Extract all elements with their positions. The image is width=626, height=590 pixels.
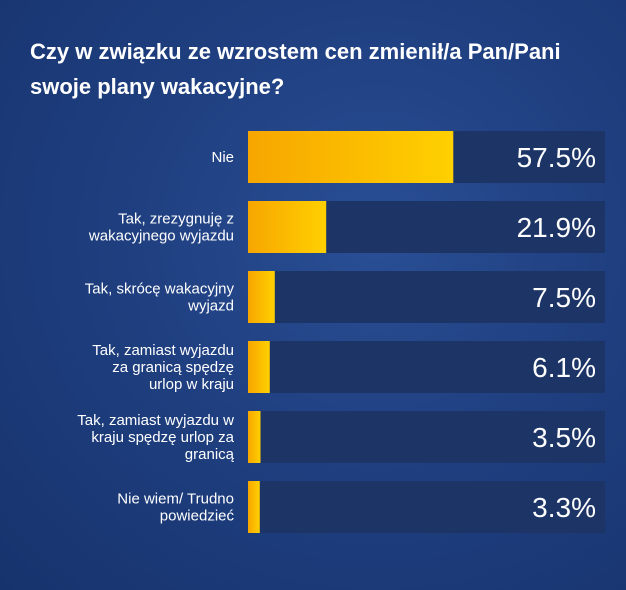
chart-title: Czy w związku ze wzrostem cen zmienił/a … <box>30 39 561 99</box>
bar-row: 57.5% Nie <box>211 131 605 183</box>
bar <box>248 411 261 463</box>
bar-track <box>248 341 605 393</box>
category-label: Nie wiem/ Trudno powiedzieć <box>117 491 234 525</box>
bar-track <box>248 481 605 533</box>
bar-track <box>248 411 605 463</box>
bar-row: 6.1% Tak, zamiast wyjazdu za granicą spędz… <box>92 341 605 393</box>
bar <box>248 131 454 183</box>
value-label: 7.5% <box>532 282 596 313</box>
value-label: 3.5% <box>532 422 596 453</box>
category-label: Tak, zamiast wyjazdu za granicą spędzę url… <box>92 342 234 393</box>
bar <box>248 481 260 533</box>
value-label: 57.5% <box>517 142 596 173</box>
value-label: 3.3% <box>532 492 596 523</box>
bar-row: 3.5% Tak, zamiast wyjazdu w kraju spędzę u… <box>77 411 605 463</box>
bar-row: 7.5% Tak, skrócę wakacyjny wyjazd <box>85 271 605 323</box>
category-label: Tak, zamiast wyjazdu w kraju spędzę urlop… <box>77 412 234 463</box>
bar-row: 21.9% Tak, zrezygnuję z wakacyjnego wyjazd… <box>88 201 605 253</box>
bar <box>248 341 270 393</box>
bar <box>248 271 275 323</box>
category-label: Nie <box>211 149 234 166</box>
bar-row: 3.3% Nie wiem/ Trudno powiedzieć <box>117 481 605 533</box>
bar-track <box>248 271 605 323</box>
category-label: Tak, zrezygnuję z wakacyjnego wyjazdu <box>88 211 234 245</box>
value-label: 21.9% <box>517 212 596 243</box>
bar <box>248 201 327 253</box>
category-label: Tak, skrócę wakacyjny wyjazd <box>85 281 235 315</box>
value-label: 6.1% <box>532 352 596 383</box>
